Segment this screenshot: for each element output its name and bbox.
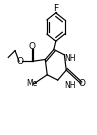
Text: O: O bbox=[29, 42, 36, 51]
Text: Me: Me bbox=[26, 79, 37, 88]
Text: NH: NH bbox=[64, 81, 76, 90]
Text: O: O bbox=[79, 79, 86, 88]
Text: NH: NH bbox=[64, 54, 76, 63]
Text: O: O bbox=[17, 57, 24, 66]
Text: F: F bbox=[53, 4, 58, 13]
